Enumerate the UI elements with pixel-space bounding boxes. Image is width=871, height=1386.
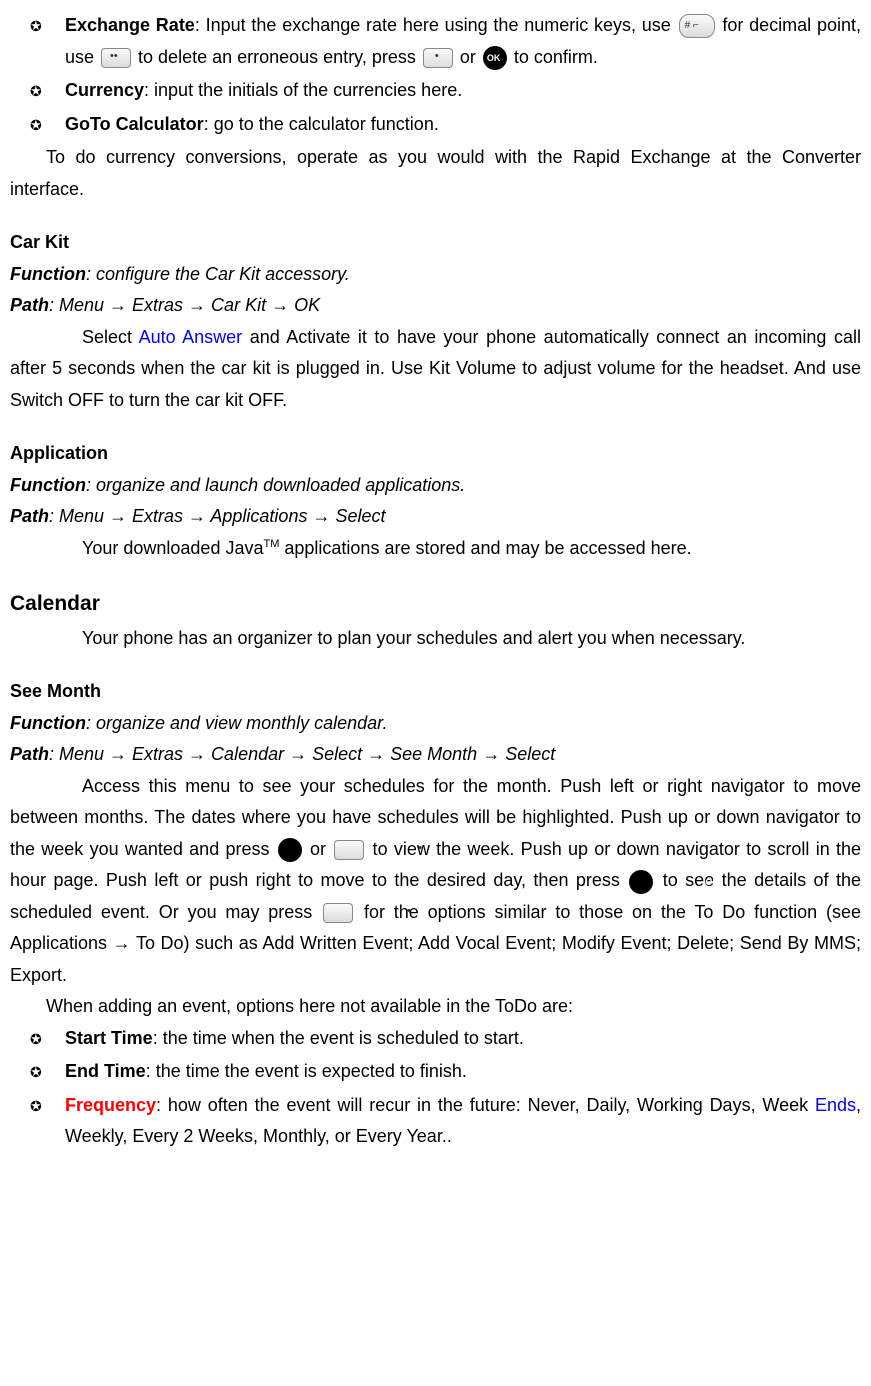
softkey-icon xyxy=(323,903,353,923)
function-label: Function xyxy=(10,713,86,733)
ends-link: Ends xyxy=(815,1095,856,1115)
bullet-label: Frequency xyxy=(65,1095,156,1115)
ok-key-icon xyxy=(278,838,302,862)
text: : how often the event will recur in the … xyxy=(156,1095,815,1115)
softkey-icon xyxy=(334,840,364,860)
bullet-end-time: End Time: the time the event is expected… xyxy=(65,1056,861,1088)
text: to delete an erroneous entry, press xyxy=(133,47,421,67)
path-label: Path xyxy=(10,744,49,764)
text: or xyxy=(455,47,481,67)
function-text: : organize and view monthly calendar. xyxy=(86,713,388,733)
bullet-label: GoTo Calculator xyxy=(65,114,204,134)
path-label: Path xyxy=(10,295,49,315)
application-body: Your downloaded JavaTM applications are … xyxy=(10,533,861,565)
bullet-label: Currency xyxy=(65,80,144,100)
carkit-body: Select Auto Answer and Activate it to ha… xyxy=(10,322,861,417)
path-text: : Menu → Extras → Car Kit → OK xyxy=(49,295,320,315)
bullet-start-time: Start Time: the time when the event is s… xyxy=(65,1023,861,1055)
text: : the time the event is expected to fini… xyxy=(146,1061,467,1081)
path-line: Path: Menu → Extras → Calendar → Select … xyxy=(10,739,861,771)
text: Select xyxy=(82,327,139,347)
bullet-label: Exchange Rate xyxy=(65,15,195,35)
calendar-body: Your phone has an organizer to plan your… xyxy=(10,623,861,655)
text: applications are stored and may be acces… xyxy=(279,538,691,558)
path-label: Path xyxy=(10,506,49,526)
paragraph-converter: To do currency conversions, operate as y… xyxy=(10,142,861,205)
delete-key-icon xyxy=(101,48,131,68)
text: : the time when the event is scheduled t… xyxy=(153,1028,524,1048)
text: : go to the calculator function. xyxy=(204,114,439,134)
ok-key-icon xyxy=(629,870,653,894)
function-label: Function xyxy=(10,475,86,495)
tm-superscript: TM xyxy=(263,538,279,550)
section-title-calendar: Calendar xyxy=(10,586,861,623)
function-line: Function: organize and view monthly cale… xyxy=(10,708,861,740)
section-title-application: Application xyxy=(10,438,861,470)
section-title-seemonth: See Month xyxy=(10,676,861,708)
bullet-label: End Time xyxy=(65,1061,146,1081)
text: Your downloaded Java xyxy=(82,538,263,558)
bullet-label: Start Time xyxy=(65,1028,153,1048)
softkey-icon xyxy=(423,48,453,68)
path-line: Path: Menu → Extras → Applications → Sel… xyxy=(10,501,861,533)
ok-key-icon xyxy=(483,46,507,70)
text: : input the initials of the currencies h… xyxy=(144,80,462,100)
auto-answer-link: Auto Answer xyxy=(139,327,243,347)
function-text: : organize and launch downloaded applica… xyxy=(86,475,465,495)
bullet-currency: Currency: input the initials of the curr… xyxy=(65,75,861,107)
hash-key-icon xyxy=(679,14,715,38)
text: to confirm. xyxy=(509,47,598,67)
function-text: : configure the Car Kit accessory. xyxy=(86,264,350,284)
bullet-frequency: Frequency: how often the event will recu… xyxy=(65,1090,861,1153)
function-line: Function: organize and launch downloaded… xyxy=(10,470,861,502)
path-text: : Menu → Extras → Applications → Select xyxy=(49,506,385,526)
section-title-carkit: Car Kit xyxy=(10,227,861,259)
function-line: Function: configure the Car Kit accessor… xyxy=(10,259,861,291)
bullet-exchange-rate: Exchange Rate: Input the exchange rate h… xyxy=(65,10,861,73)
path-text: : Menu → Extras → Calendar → Select → Se… xyxy=(49,744,555,764)
bullet-goto-calculator: GoTo Calculator: go to the calculator fu… xyxy=(65,109,861,141)
text: : Input the exchange rate here using the… xyxy=(195,15,677,35)
path-line: Path: Menu → Extras → Car Kit → OK xyxy=(10,290,861,322)
seemonth-body2: When adding an event, options here not a… xyxy=(10,991,861,1023)
seemonth-body: Access this menu to see your schedules f… xyxy=(10,771,861,992)
function-label: Function xyxy=(10,264,86,284)
